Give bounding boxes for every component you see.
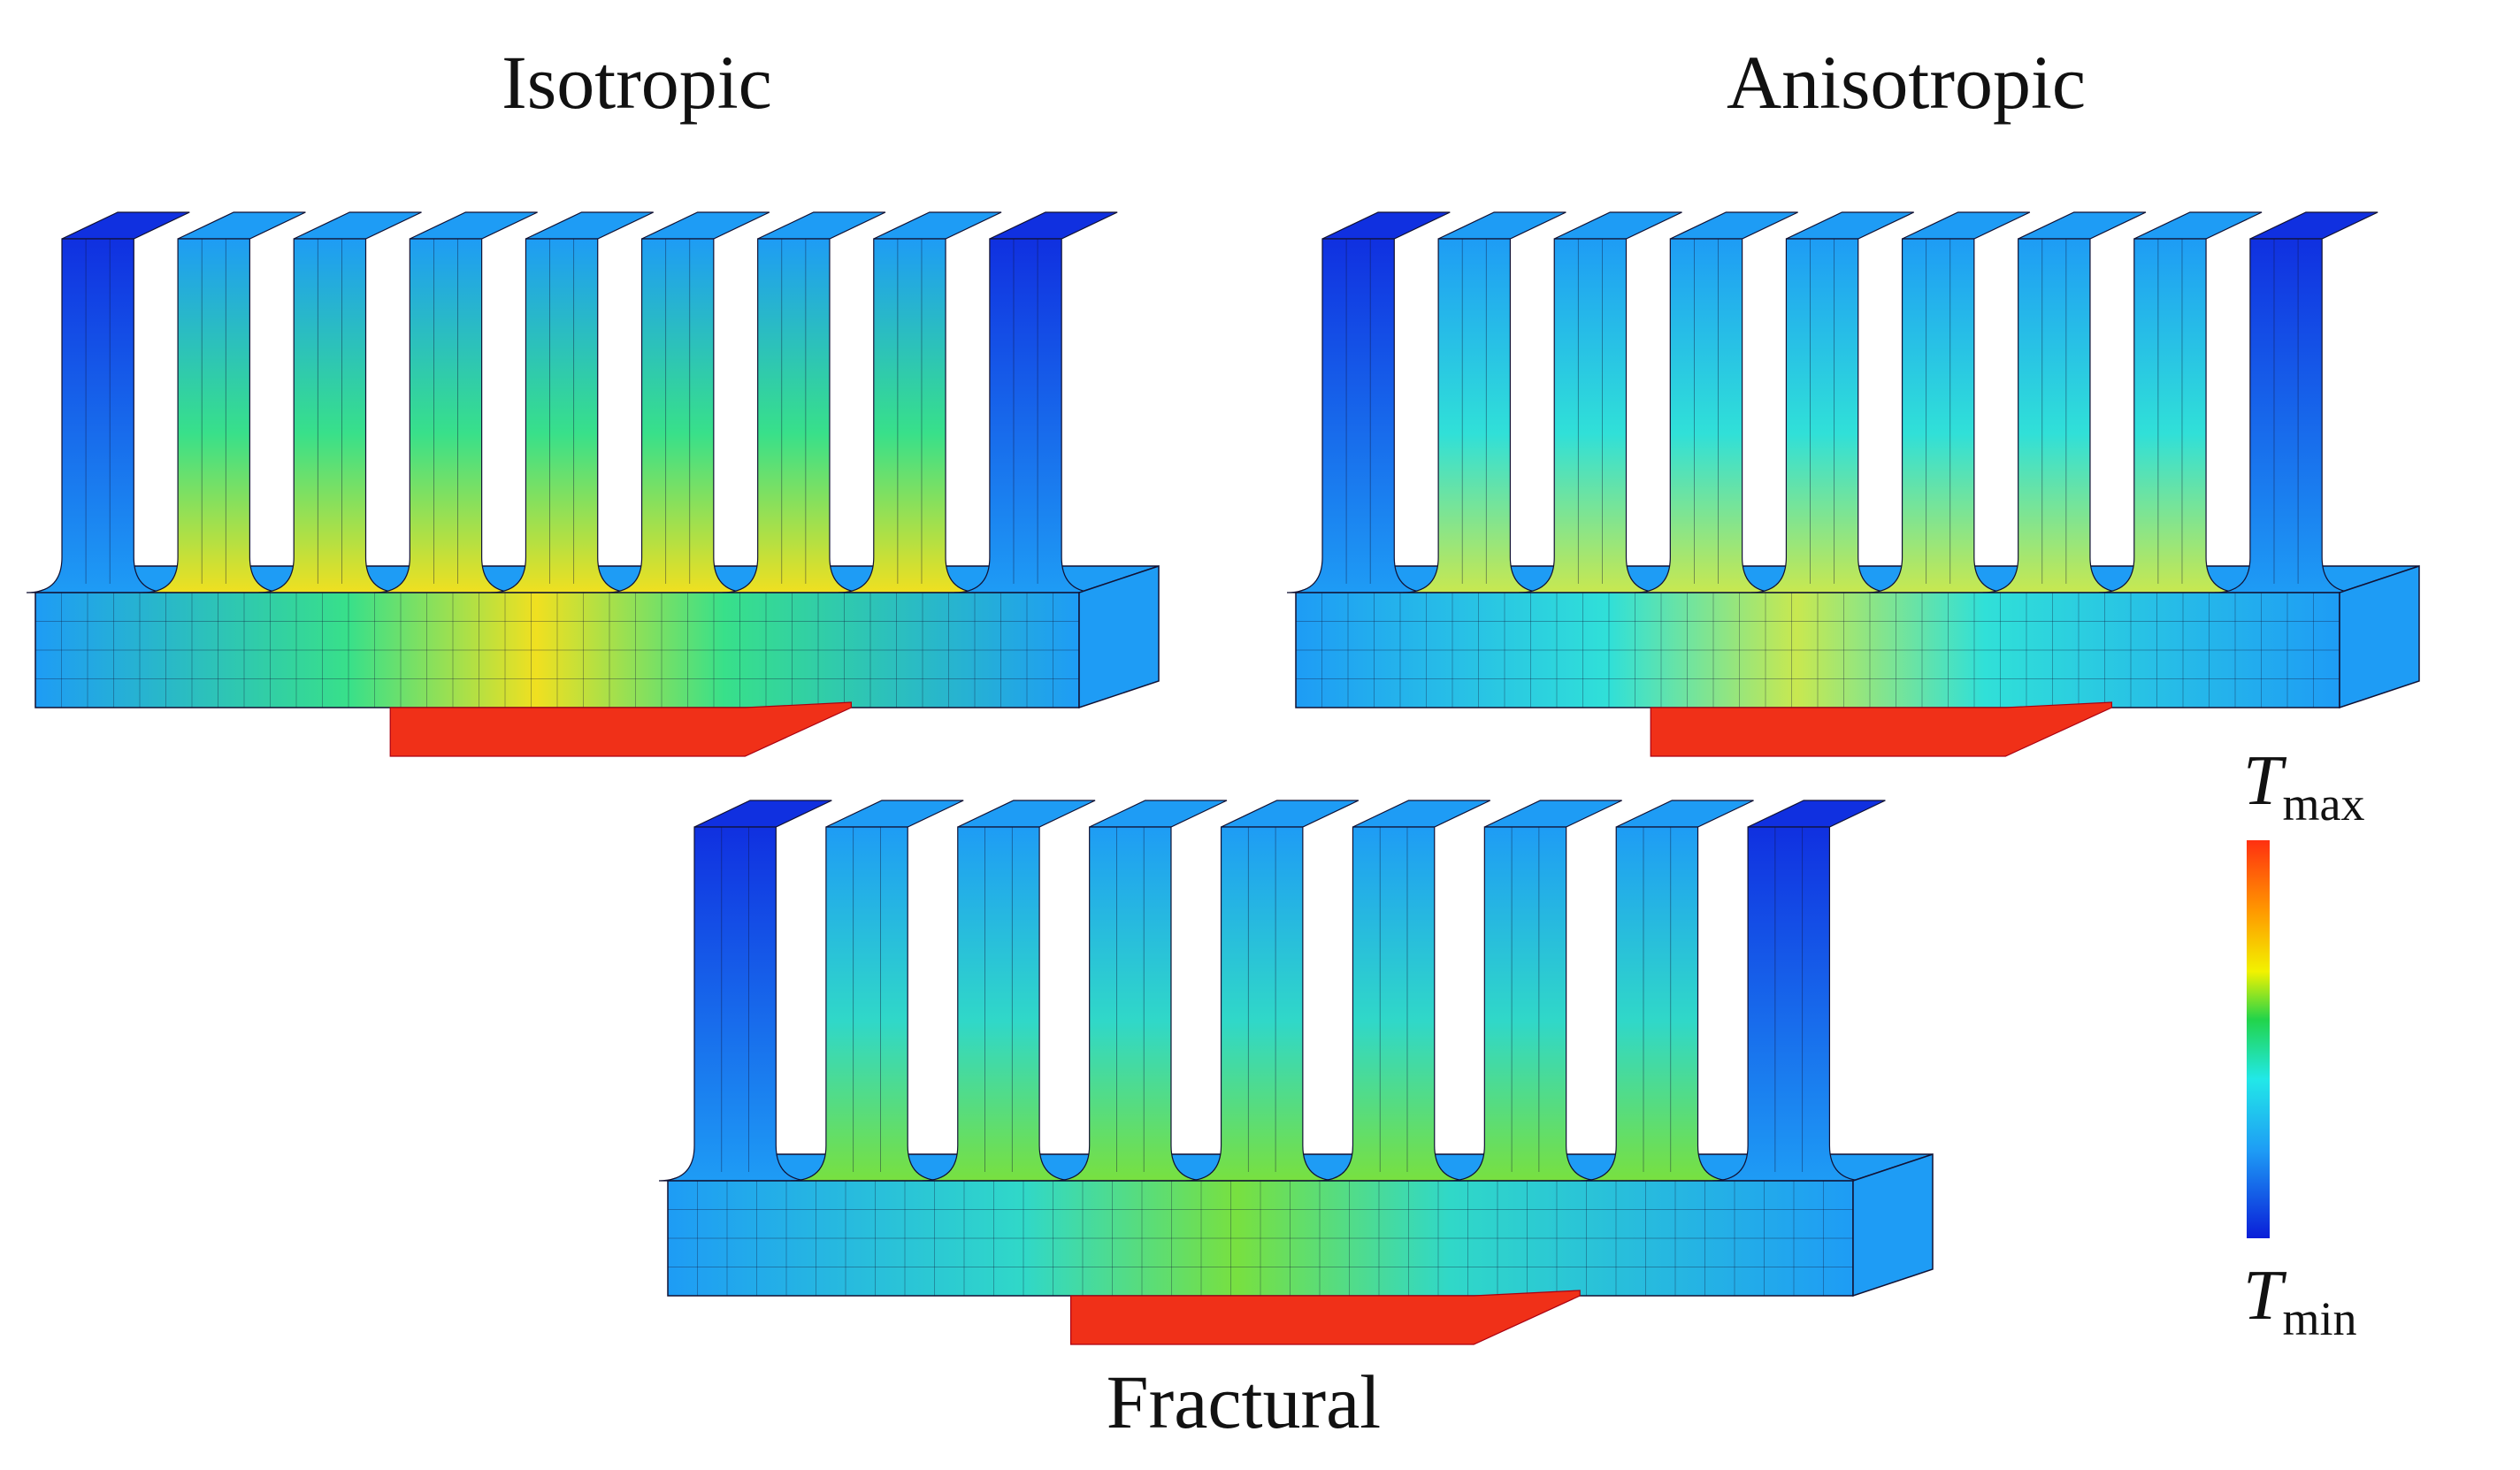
fin (838, 238, 982, 593)
fin (490, 238, 633, 593)
fin (258, 238, 402, 593)
isotropic-title: Isotropic (502, 40, 772, 125)
fin (1286, 238, 1430, 593)
fin (1866, 238, 2010, 593)
anisotropic-heat-sink (1286, 211, 2420, 757)
fin (1519, 238, 1662, 593)
fractural-title: Fractural (1106, 1359, 1382, 1444)
base-side-face (1078, 564, 1160, 709)
fin-top (1553, 211, 1682, 240)
base-front-face (667, 1180, 1854, 1297)
legend-max-subscript: max (2282, 777, 2365, 831)
fin-top (1352, 800, 1491, 828)
fin-top (1902, 211, 2031, 240)
fin-top (873, 211, 1002, 240)
fin (922, 826, 1076, 1182)
fin-top (825, 800, 964, 828)
fin (2214, 238, 2358, 593)
fin-top (757, 211, 886, 240)
temperature-color-bar (2247, 840, 2270, 1238)
heat-source (1069, 1290, 1581, 1345)
fin (1053, 826, 1206, 1182)
fin-top (989, 211, 1118, 240)
fin-top (293, 211, 422, 240)
fin-top (1747, 800, 1886, 828)
fin-top (1089, 800, 1228, 828)
isotropic-heat-sink (26, 211, 1160, 757)
fin (1185, 826, 1338, 1182)
legend-min-label: Tmin (2243, 1256, 2357, 1345)
fin-top (525, 211, 654, 240)
fin-top (957, 800, 1096, 828)
fin (1750, 238, 1894, 593)
fin-top (1321, 211, 1451, 240)
fin-top (410, 211, 538, 240)
fin-top (1786, 211, 1914, 240)
base-front-face (1295, 592, 2340, 708)
legend-min-subscript: min (2282, 1292, 2357, 1345)
fin-top (1437, 211, 1566, 240)
fin-top (177, 211, 306, 240)
fin (1712, 826, 1865, 1182)
fin (606, 238, 749, 593)
heat-source (1650, 701, 2112, 757)
fin-top (641, 211, 770, 240)
fin (374, 238, 517, 593)
fin (1449, 826, 1602, 1182)
base-side-face (1852, 1152, 1934, 1298)
legend-min-symbol: T (2243, 1257, 2283, 1335)
fin (722, 238, 865, 593)
fin-top (2018, 211, 2147, 240)
legend-max-label: Tmax (2243, 741, 2364, 831)
fin (1403, 238, 1546, 593)
fin (2098, 238, 2242, 593)
fin (1982, 238, 2126, 593)
fin (1635, 238, 1778, 593)
fin-top (61, 211, 190, 240)
fin-top (2133, 211, 2263, 240)
fin (142, 238, 286, 593)
fin-top (2249, 211, 2378, 240)
base-front-face (34, 592, 1080, 708)
anisotropic-title: Anisotropic (1726, 40, 2087, 125)
fin (790, 826, 944, 1182)
fin-top (693, 800, 832, 828)
legend-max-symbol: T (2243, 742, 2283, 820)
fin (954, 238, 1098, 593)
fin-top (1670, 211, 1798, 240)
fin-top (1221, 800, 1360, 828)
fin-top (1484, 800, 1622, 828)
fin (1317, 826, 1470, 1182)
fin (1581, 826, 1734, 1182)
fin (658, 826, 812, 1182)
heat-source (389, 701, 853, 757)
fin (26, 238, 170, 593)
base-side-face (2339, 564, 2420, 709)
fin-top (1615, 800, 1754, 828)
fractural-heat-sink (658, 800, 1934, 1345)
